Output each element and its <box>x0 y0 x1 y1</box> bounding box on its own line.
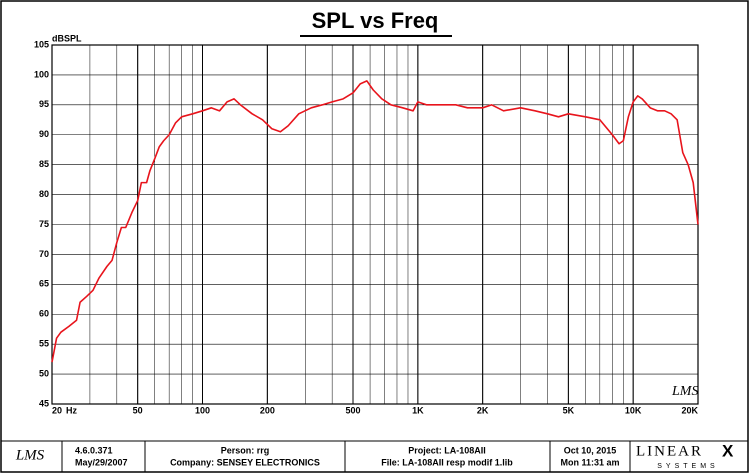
x-tick-label: 10K <box>625 405 642 415</box>
x-tick-label: 20 <box>52 405 62 415</box>
y-tick-label: 70 <box>39 249 49 259</box>
x-tick-label: 100 <box>195 405 210 415</box>
footer <box>1 440 748 472</box>
y-tick-label: 65 <box>39 279 49 289</box>
y-axis-label: dBSPL <box>52 33 82 43</box>
x-axis-unit: Hz <box>66 405 77 415</box>
x-tick-label: 50 <box>133 405 143 415</box>
footer-brand: LINEAR <box>636 443 703 459</box>
watermark: LMS <box>671 384 698 399</box>
footer-file: File: LA-108AII resp modif 1.lib <box>381 457 513 467</box>
x-tick-label: 500 <box>346 405 361 415</box>
x-tick-label: 200 <box>260 405 275 415</box>
footer-build-date: May/29/2007 <box>75 457 128 467</box>
y-tick-label: 75 <box>39 219 49 229</box>
y-tick-label: 45 <box>39 398 49 408</box>
y-tick-label: 95 <box>39 99 49 109</box>
footer-time: Mon 11:31 am <box>560 457 619 467</box>
chart-title: SPL vs Freq <box>312 8 439 33</box>
footer-brand-mark: X <box>722 441 734 460</box>
x-tick-label: 20K <box>681 405 698 415</box>
y-tick-label: 85 <box>39 159 49 169</box>
y-tick-label: 60 <box>39 309 49 319</box>
footer-version: 4.6.0.371 <box>75 445 113 455</box>
footer-date: Oct 10, 2015 <box>564 445 617 455</box>
footer-brand-sub: SYSTEMS <box>657 463 718 470</box>
series-line <box>51 80 699 363</box>
y-tick-label: 50 <box>39 368 49 378</box>
y-tick-label: 90 <box>39 129 49 139</box>
y-tick-label: 55 <box>39 339 49 349</box>
footer-person: Person: rrg <box>221 445 270 455</box>
x-tick-label: 1K <box>412 405 424 415</box>
footer-logo: LMS <box>15 447 45 463</box>
y-tick-label: 100 <box>34 69 49 79</box>
footer-company: Company: SENSEY ELECTRONICS <box>170 457 320 467</box>
y-tick-label: 105 <box>34 39 49 49</box>
x-tick-label: 5K <box>563 405 575 415</box>
footer-project: Project: LA-108AII <box>408 445 486 455</box>
y-tick-label: 80 <box>39 189 49 199</box>
x-tick-label: 2K <box>477 405 489 415</box>
